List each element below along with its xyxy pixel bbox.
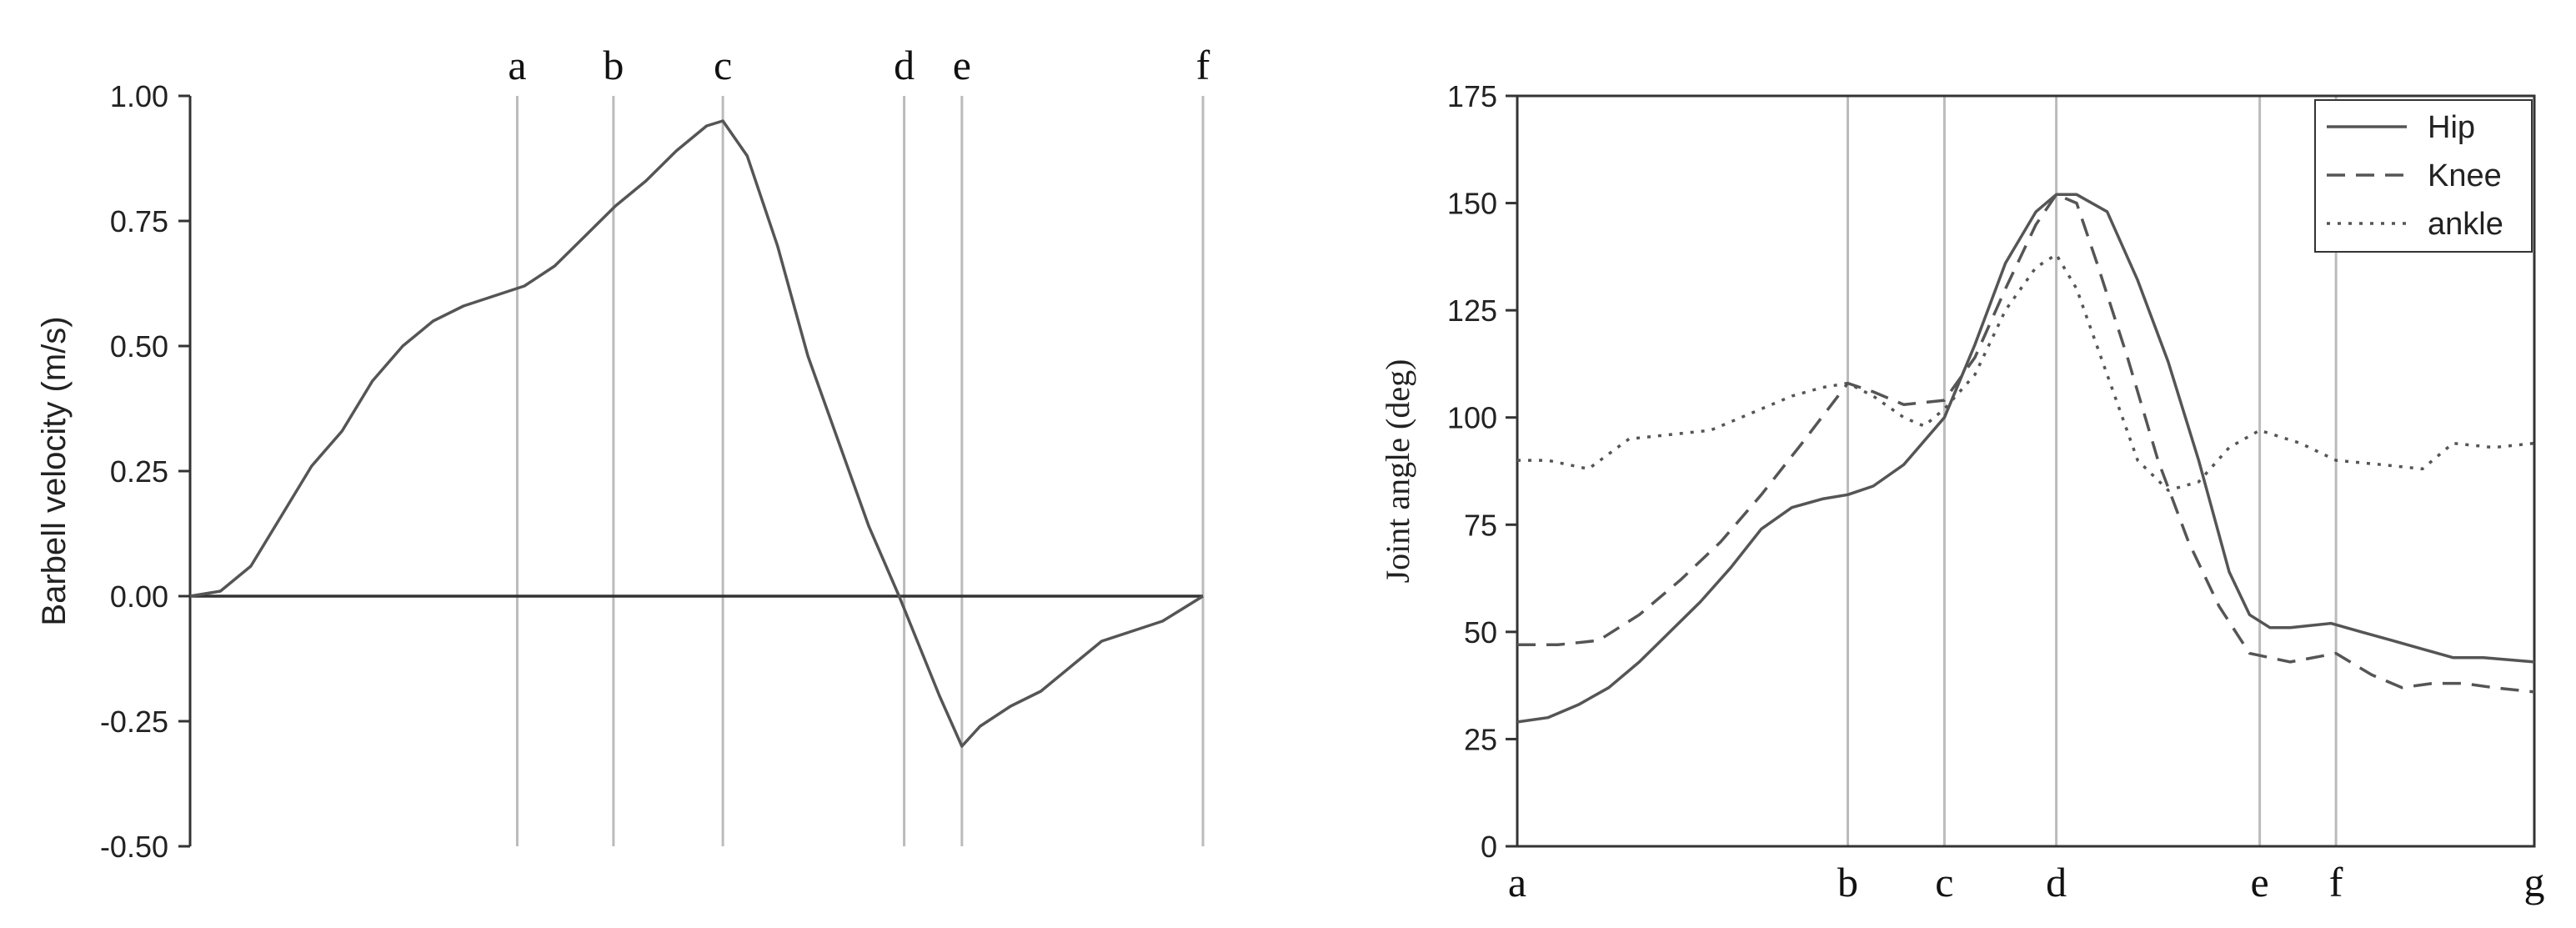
phase-label-a: a (508, 42, 526, 88)
y-tick-label: 0.50 (110, 329, 168, 364)
phase-label-c: c (714, 42, 732, 88)
y-tick-label: 0 (1481, 830, 1497, 864)
series-line-knee (1517, 193, 2535, 694)
y-tick-label: 50 (1464, 615, 1497, 650)
legend-label-ankle: ankle (2428, 207, 2503, 242)
y-tick-label: 25 (1464, 722, 1497, 756)
y-tick-label: 150 (1447, 187, 1497, 221)
velocity-chart: a b c d e f 1.00 0.75 0.50 0.25 0.00 -0.25 -0.50 Barb… (36, 42, 1210, 864)
phase-label-b: b (603, 42, 624, 88)
phase-label-b: b (1837, 859, 1858, 905)
y-tick-label: 0.00 (110, 579, 168, 614)
plot-frame (1516, 94, 2536, 848)
y-tick-label: 75 (1464, 508, 1497, 542)
phase-label-f: f (1196, 42, 1210, 88)
phase-label-d: d (2046, 859, 2067, 905)
y-tick-label: -0.50 (100, 830, 168, 864)
phase-label-e: e (2250, 859, 2268, 905)
phase-label-g: g (2524, 859, 2545, 905)
series-line-ankle (1517, 253, 2535, 492)
y-axis-title: Barbell velocity (m/s) (36, 316, 73, 625)
y-tick-label: 0.75 (110, 204, 168, 238)
y-tick-label: 125 (1447, 293, 1497, 328)
phase-label-e: e (953, 42, 971, 88)
series-line-hip (1516, 193, 2535, 724)
joint-angle-chart: a b c d e f g 175 150 125 100 75 50 25 0 Joint angle (d… (1379, 79, 2545, 905)
phase-label-a: a (1508, 859, 1526, 905)
legend-label-knee: Knee (2428, 158, 2502, 193)
y-tick-label: 100 (1447, 401, 1497, 435)
phase-label-d: d (894, 42, 915, 88)
y-axis-title: Joint angle (deg) (1379, 359, 1416, 584)
y-tick-label: 1.00 (110, 79, 168, 113)
phase-label-f: f (2329, 859, 2343, 905)
y-tick-label: -0.25 (100, 705, 168, 739)
legend-label-hip: Hip (2428, 110, 2475, 145)
y-tick-label: 175 (1447, 79, 1497, 113)
velocity-line (189, 119, 1204, 748)
phase-label-c: c (1935, 859, 1953, 905)
y-tick-label: 0.25 (110, 454, 168, 489)
